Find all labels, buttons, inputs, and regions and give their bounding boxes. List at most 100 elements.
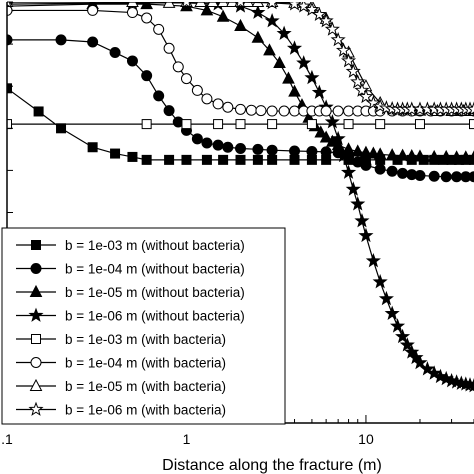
data-point (459, 150, 473, 163)
data-point (33, 106, 44, 117)
data-point (264, 13, 280, 28)
data-point (359, 145, 373, 158)
data-point (466, 101, 474, 116)
data-point (395, 328, 411, 344)
data-point (332, 105, 344, 117)
data-point (87, 142, 98, 153)
legend-entry: b = 1e-04 m (without bacteria) (16, 262, 245, 277)
data-point (314, 125, 328, 138)
data-point (163, 105, 175, 117)
data-point (330, 31, 346, 47)
data-point (343, 119, 354, 130)
legend-box (1, 227, 286, 425)
x-tick-label: 10 (358, 431, 374, 447)
data-point (289, 154, 300, 165)
data-point (222, 101, 234, 113)
legend: b = 1e-03 m (without bacteria) b = 1e-04 … (1, 227, 286, 425)
data-point (235, 2, 246, 9)
data-point (350, 74, 366, 89)
legend-marker (28, 307, 44, 322)
legend-label: b = 1e-06 m (without bacteria) (65, 309, 245, 324)
data-point (251, 2, 265, 7)
data-point (234, 18, 247, 31)
data-point (141, 70, 153, 82)
data-point (319, 130, 333, 143)
data-point (141, 12, 153, 24)
data-point (304, 69, 320, 85)
data-point (324, 114, 340, 129)
data-point (289, 105, 301, 117)
data-point (250, 4, 266, 19)
data-point (55, 34, 67, 46)
data-point (413, 149, 427, 162)
data-point (396, 148, 409, 161)
data-point (7, 4, 13, 16)
data-point (222, 141, 234, 153)
data-point (296, 2, 312, 13)
data-point (467, 150, 474, 163)
legend-entry: b = 1e-06 m (without bacteria) (16, 307, 245, 324)
data-point (194, 2, 208, 7)
data-point (251, 30, 265, 43)
legend-entry: b = 1e-05 m (without bacteria) (16, 284, 245, 300)
data-point (384, 305, 400, 320)
data-point (235, 154, 246, 165)
data-point (428, 170, 440, 182)
legend-label: b = 1e-04 m (with bacteria) (65, 356, 226, 371)
series-layer (7, 2, 474, 393)
data-point (7, 34, 13, 46)
legend-marker (31, 334, 41, 344)
data-point (306, 145, 318, 157)
legend-marker (29, 284, 43, 297)
data-point (304, 2, 320, 16)
data-point (172, 61, 184, 73)
data-point (252, 154, 263, 165)
data-point (276, 25, 292, 40)
data-point (335, 147, 352, 163)
data-point (164, 154, 175, 165)
data-point (469, 119, 474, 130)
data-point (87, 36, 99, 48)
data-point (311, 6, 327, 22)
data-point (358, 88, 374, 104)
data-point (126, 55, 138, 67)
data-point (216, 2, 230, 7)
data-point (126, 7, 138, 19)
data-point (126, 2, 139, 7)
legend-marker (29, 378, 43, 391)
data-point (235, 119, 246, 130)
data-point (87, 4, 99, 16)
data-point (419, 361, 435, 376)
data-point (311, 84, 327, 99)
data-point (216, 9, 230, 22)
data-point (375, 119, 386, 130)
data-point (191, 133, 203, 145)
legend-marker (30, 357, 42, 368)
data-point (358, 227, 374, 243)
data-point (335, 42, 352, 57)
data-point (374, 163, 386, 175)
data-point (218, 154, 229, 165)
data-point (288, 84, 301, 97)
data-point (330, 130, 346, 146)
legend-entry: b = 1e-03 m (without bacteria) (16, 238, 245, 253)
data-point (180, 73, 192, 85)
data-point (181, 154, 192, 165)
data-point (365, 252, 381, 268)
data-point (273, 55, 286, 69)
data-point (345, 181, 361, 196)
data-point (414, 169, 426, 181)
data-point (373, 147, 387, 160)
data-point (360, 159, 372, 171)
legend-marker (31, 240, 41, 250)
data-point (306, 119, 317, 130)
legend-label: b = 1e-05 m (without bacteria) (65, 285, 245, 300)
data-point (405, 149, 419, 162)
data-point (141, 154, 152, 165)
x-tick-label: .1 (1, 431, 13, 447)
data-point (397, 167, 409, 179)
legend-label: b = 1e-03 m (with bacteria) (65, 332, 226, 347)
data-point (263, 43, 276, 56)
series-line (7, 2, 474, 112)
data-point (354, 82, 370, 97)
